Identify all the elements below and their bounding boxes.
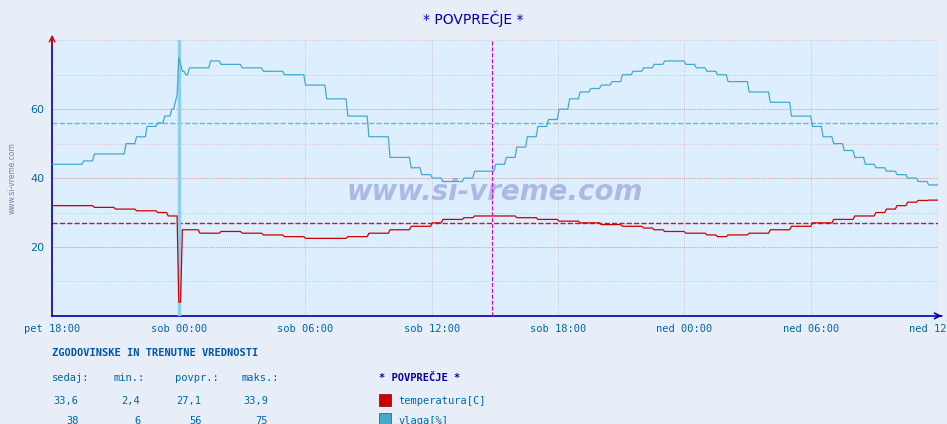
Text: vlaga[%]: vlaga[%] xyxy=(399,416,449,424)
Text: povpr.:: povpr.: xyxy=(175,373,219,383)
Text: 2,4: 2,4 xyxy=(121,396,140,407)
Text: sedaj:: sedaj: xyxy=(52,373,90,383)
Text: min.:: min.: xyxy=(114,373,145,383)
Text: 33,6: 33,6 xyxy=(54,396,79,407)
Text: * POVPREČJE *: * POVPREČJE * xyxy=(423,11,524,27)
Text: www.si-vreme.com: www.si-vreme.com xyxy=(8,142,17,214)
Text: 38: 38 xyxy=(66,416,79,424)
Text: 33,9: 33,9 xyxy=(243,396,268,407)
Text: * POVPREČJE *: * POVPREČJE * xyxy=(379,373,460,383)
Text: 75: 75 xyxy=(256,416,268,424)
Text: sob 06:00: sob 06:00 xyxy=(277,324,333,334)
Text: sob 00:00: sob 00:00 xyxy=(151,324,206,334)
Text: 56: 56 xyxy=(189,416,202,424)
Text: pet 18:00: pet 18:00 xyxy=(24,324,80,334)
Text: 6: 6 xyxy=(134,416,140,424)
Text: ned 12:00: ned 12:00 xyxy=(909,324,947,334)
Text: sob 12:00: sob 12:00 xyxy=(403,324,460,334)
Text: ZGODOVINSKE IN TRENUTNE VREDNOSTI: ZGODOVINSKE IN TRENUTNE VREDNOSTI xyxy=(52,348,259,358)
Text: sob 18:00: sob 18:00 xyxy=(529,324,586,334)
Text: ned 06:00: ned 06:00 xyxy=(783,324,839,334)
Text: www.si-vreme.com: www.si-vreme.com xyxy=(347,178,643,206)
Text: ned 00:00: ned 00:00 xyxy=(656,324,712,334)
Text: temperatura[C]: temperatura[C] xyxy=(399,396,486,407)
Text: 27,1: 27,1 xyxy=(177,396,202,407)
Text: maks.:: maks.: xyxy=(241,373,279,383)
